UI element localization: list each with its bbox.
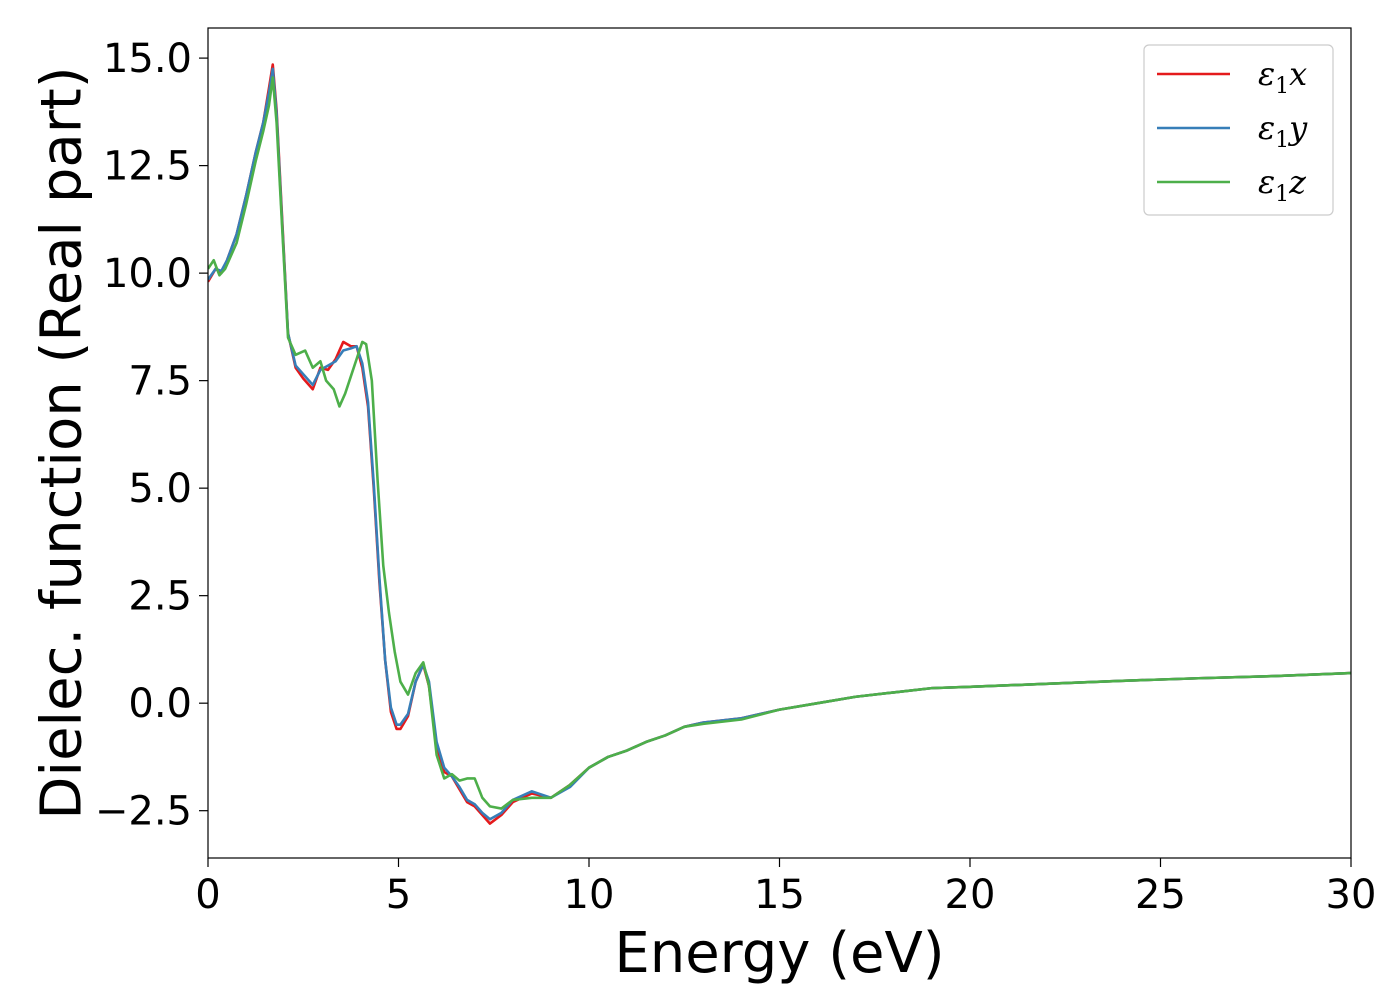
legend: ε1x ε1y ε1z bbox=[1143, 44, 1334, 216]
x-tick-label: 25 bbox=[1135, 872, 1186, 918]
x-tick-label: 30 bbox=[1326, 872, 1377, 918]
y-tick-label: 15.0 bbox=[103, 36, 192, 82]
y-tick-label: 2.5 bbox=[128, 574, 192, 620]
x-tick-label: 5 bbox=[386, 872, 411, 918]
y-tick-label: 10.0 bbox=[103, 251, 192, 297]
legend-label-z: ε1z bbox=[1258, 163, 1307, 207]
x-tick-label: 10 bbox=[564, 872, 615, 918]
y-tick-label: 7.5 bbox=[128, 359, 192, 405]
legend-label-x: ε1x bbox=[1258, 55, 1307, 99]
x-tick-label: 0 bbox=[195, 872, 220, 918]
y-axis-ticks: −2.5 0.0 2.5 5.0 7.5 10.0 12.5 15.0 bbox=[95, 36, 208, 835]
y-tick-label: 0.0 bbox=[128, 681, 192, 727]
series-line-z bbox=[208, 76, 1351, 810]
series-lines bbox=[208, 63, 1351, 825]
x-tick-label: 20 bbox=[945, 872, 996, 918]
x-axis-title: Energy (eV) bbox=[614, 921, 944, 986]
legend-box bbox=[1143, 44, 1334, 216]
y-tick-label: −2.5 bbox=[95, 789, 192, 835]
x-tick-label: 15 bbox=[754, 872, 805, 918]
y-axis-title: Dielec. function (Real part) bbox=[30, 66, 95, 819]
legend-label-y: ε1y bbox=[1258, 109, 1308, 153]
x-axis-ticks: 0 5 10 15 20 25 30 bbox=[195, 858, 1376, 918]
y-tick-label: 5.0 bbox=[128, 466, 192, 512]
y-tick-label: 12.5 bbox=[103, 144, 192, 190]
